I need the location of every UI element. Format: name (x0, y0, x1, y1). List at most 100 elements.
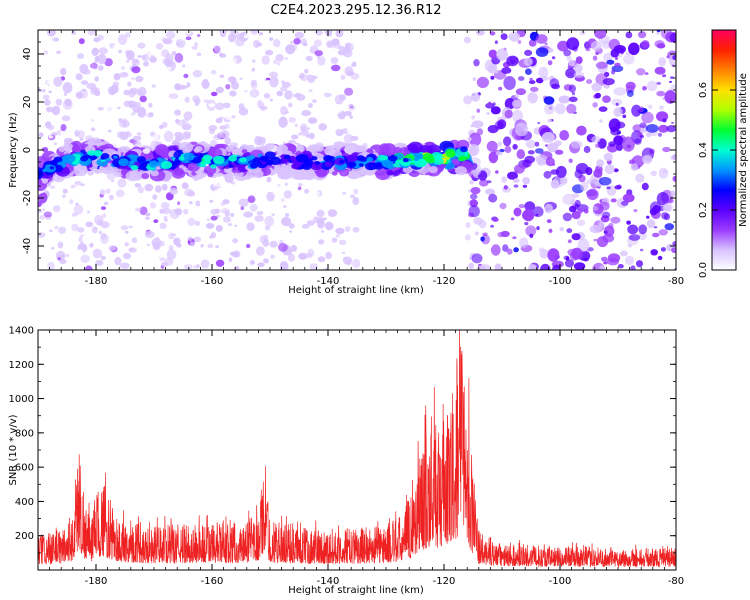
heatmap-noise-blob (591, 136, 601, 143)
heatmap-noise-blob (86, 213, 94, 222)
heatmap-noise-blob (75, 73, 83, 81)
heatmap-noise-blob (289, 230, 293, 233)
heatmap-noise-blob (79, 63, 89, 74)
heatmap-noise-blob (348, 105, 356, 111)
heatmap-ridge-core (239, 157, 247, 163)
heatmap-noise-blob (89, 62, 98, 69)
heatmap-noise-blob (306, 127, 310, 130)
heatmap-noise-blob (503, 76, 516, 90)
heatmap-noise-blob (114, 93, 120, 99)
heatmap-noise-blob (176, 42, 181, 46)
heatmap-ridge-blob (302, 170, 316, 181)
heatmap-noise-blob (279, 261, 289, 270)
heatmap-noise-blob (52, 205, 61, 213)
heatmap-noise-blob (579, 30, 586, 36)
heatmap-noise-blob (563, 49, 572, 57)
heatmap-noise-blob (301, 110, 312, 117)
heatmap-noise-blob (208, 103, 216, 108)
heatmap-noise-blob (522, 177, 530, 185)
heatmap-noise-blob (648, 104, 653, 109)
heatmap-noise-blob (249, 203, 258, 212)
heatmap-noise-blob (290, 40, 295, 44)
heatmap-noise-blob (74, 129, 80, 136)
heatmap-ridge-blob (381, 143, 396, 154)
heatmap-noise-blob (654, 66, 666, 75)
heatmap-ridge-core (130, 164, 139, 171)
heatmap-noise-blob (537, 122, 541, 124)
heatmap-noise-blob (469, 199, 478, 208)
heatmap-noise-blob (195, 200, 201, 207)
heatmap-noise-blob (230, 212, 235, 218)
heatmap-noise-blob (465, 222, 471, 229)
heatmap-noise-blob (565, 68, 576, 79)
spectrogram-x-tick-labels: -180 -160 -140 -120 -100 -80 (85, 276, 685, 287)
heatmap-noise-blob (624, 255, 635, 265)
heatmap-noise-blob (524, 222, 529, 226)
heatmap-noise-blob (547, 142, 559, 153)
heatmap-noise-blob (113, 73, 121, 81)
heatmap-noise-blob (596, 236, 609, 248)
heatmap-noise-blob (324, 128, 330, 134)
heatmap-ridge-core (422, 153, 434, 161)
heatmap-noise-blob (512, 109, 523, 123)
heatmap-noise-blob (486, 180, 492, 184)
heatmap-noise-blob (152, 194, 158, 200)
heatmap-noise-blob (308, 132, 315, 140)
heatmap-noise-blob (610, 198, 617, 203)
heatmap-noise-blob (595, 61, 608, 69)
heatmap-noise-blob (185, 36, 192, 41)
heatmap-noise-blob (288, 102, 293, 108)
heatmap-noise-blob (338, 239, 347, 245)
heatmap-noise-blob (634, 138, 642, 145)
heatmap-noise-blob (54, 225, 59, 230)
x-tick-label: -160 (201, 576, 224, 587)
y-tick-label: 400 (15, 497, 34, 508)
heatmap-noise-blob (626, 220, 631, 225)
heatmap-noise-blob (209, 199, 214, 203)
heatmap-noise-blob (550, 179, 560, 189)
heatmap-noise-blob (532, 206, 544, 218)
heatmap-noise-blob (153, 219, 159, 224)
heatmap-noise-blob (571, 92, 576, 96)
heatmap-ridge-core (100, 156, 106, 160)
heatmap-noise-blob (283, 190, 292, 199)
heatmap-noise-blob (572, 45, 578, 52)
y-tick-label: 200 (15, 531, 34, 542)
heatmap-noise-blob (281, 198, 285, 202)
heatmap-noise-blob (176, 135, 182, 142)
heatmap-ridge-core (213, 155, 225, 165)
heatmap-noise-blob (641, 40, 650, 49)
heatmap-noise-blob (512, 99, 522, 108)
heatmap-ridge-core (339, 160, 345, 164)
heatmap-noise-blob (489, 31, 496, 36)
heatmap-noise-blob (266, 191, 275, 202)
heatmap-ridge-core (324, 161, 333, 167)
heatmap-noise-blob (62, 98, 73, 110)
heatmap-noise-blob (670, 155, 676, 161)
heatmap-noise-blob (219, 53, 227, 58)
heatmap-noise-blob (125, 59, 130, 63)
heatmap-noise-blob (111, 202, 121, 211)
heatmap-noise-blob (614, 62, 621, 67)
heatmap-noise-blob (662, 118, 667, 123)
heatmap-noise-blob (144, 183, 154, 192)
heatmap-noise-blob (499, 202, 507, 210)
heatmap-noise-blob (57, 241, 64, 249)
heatmap-noise-blob (134, 207, 142, 212)
heatmap-ridge-blob (241, 149, 248, 154)
heatmap-noise-blob (314, 50, 323, 57)
heatmap-noise-blob (490, 106, 501, 115)
heatmap-noise-blob (38, 232, 46, 238)
heatmap-noise-blob (334, 94, 344, 105)
heatmap-noise-blob (341, 251, 346, 254)
heatmap-noise-blob (45, 121, 52, 129)
heatmap-noise-blob (297, 186, 302, 191)
heatmap-noise-blob (117, 106, 121, 110)
heatmap-noise-blob (227, 76, 236, 83)
y-tick-label: 800 (15, 428, 34, 439)
heatmap-noise-blob (490, 244, 501, 256)
heatmap-noise-blob (617, 264, 624, 269)
heatmap-noise-blob (109, 194, 114, 201)
heatmap-noise-blob (239, 31, 249, 42)
heatmap-noise-blob (95, 259, 104, 266)
